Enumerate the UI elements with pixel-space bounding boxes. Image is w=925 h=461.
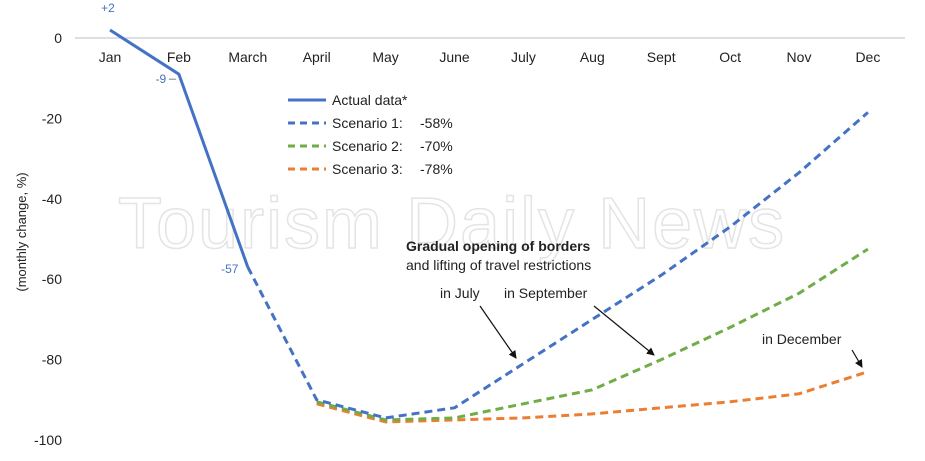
series-line-actual-data bbox=[109, 28, 250, 268]
annotation-arrows bbox=[479, 305, 863, 368]
x-tick-july: July bbox=[511, 49, 536, 65]
x-tick-sept: Sept bbox=[647, 49, 676, 65]
annotation-in-december: in December bbox=[762, 331, 842, 347]
arrow-september bbox=[593, 305, 655, 356]
legend-value-scenario-3: -78% bbox=[420, 161, 453, 177]
data-label-march: -57 bbox=[221, 262, 239, 276]
x-tick-aug: Aug bbox=[580, 49, 605, 65]
y-axis: 0 -20 -40 -60 -80 -100 bbox=[34, 30, 62, 448]
series-line-scenario-1 bbox=[246, 111, 869, 420]
y-axis-label: (monthly change, %) bbox=[14, 172, 29, 291]
x-axis: Jan Feb March April May June July Aug Sept Oct Nov… bbox=[75, 37, 905, 65]
annotation-in-july: in July bbox=[440, 285, 480, 301]
y-tick-neg-60: -60 bbox=[42, 271, 62, 287]
y-tick-neg-80: -80 bbox=[42, 352, 62, 368]
annotation-subtitle: and lifting of travel restrictions bbox=[406, 257, 591, 273]
legend-value-scenario-2: -70% bbox=[420, 138, 453, 154]
x-tick-feb: Feb bbox=[167, 49, 191, 65]
series-line-scenario-3 bbox=[316, 370, 869, 424]
x-tick-oct: Oct bbox=[719, 49, 741, 65]
x-tick-jan: Jan bbox=[99, 49, 122, 65]
legend-label-scenario-3: Scenario 3: bbox=[332, 161, 403, 177]
legend-label-scenario-2: Scenario 2: bbox=[332, 138, 403, 154]
legend: Actual data* Scenario 1: -58% Scenario 2: -7… bbox=[288, 92, 453, 177]
legend-label-actual-data: Actual data* bbox=[332, 92, 408, 108]
series-lines bbox=[109, 28, 869, 424]
legend-value-scenario-1: -58% bbox=[420, 115, 453, 131]
x-tick-may: May bbox=[372, 49, 398, 65]
data-labels: +2 -9 -57 bbox=[101, 1, 239, 276]
x-tick-june: June bbox=[439, 49, 470, 65]
y-tick-neg-20: -20 bbox=[42, 110, 62, 126]
y-tick-neg-40: -40 bbox=[42, 191, 62, 207]
annotations: Gradual opening of borders and lifting o… bbox=[406, 238, 863, 368]
data-label-feb: -9 bbox=[156, 72, 167, 86]
arrow-december bbox=[851, 349, 863, 368]
series-line-scenario-2 bbox=[316, 247, 869, 422]
y-tick-0: 0 bbox=[54, 30, 62, 46]
legend-label-scenario-1: Scenario 1: bbox=[332, 115, 403, 131]
x-tick-dec: Dec bbox=[855, 49, 880, 65]
arrow-july bbox=[479, 305, 517, 359]
x-tick-march: March bbox=[228, 49, 267, 65]
x-tick-nov: Nov bbox=[787, 49, 812, 65]
annotation-title: Gradual opening of borders bbox=[406, 238, 591, 254]
x-tick-april: April bbox=[303, 49, 331, 65]
annotation-in-september: in September bbox=[504, 285, 588, 301]
data-label-jan: +2 bbox=[101, 1, 115, 15]
watermark: Tourism Daily News bbox=[118, 184, 786, 264]
y-tick-neg-100: -100 bbox=[34, 432, 62, 448]
